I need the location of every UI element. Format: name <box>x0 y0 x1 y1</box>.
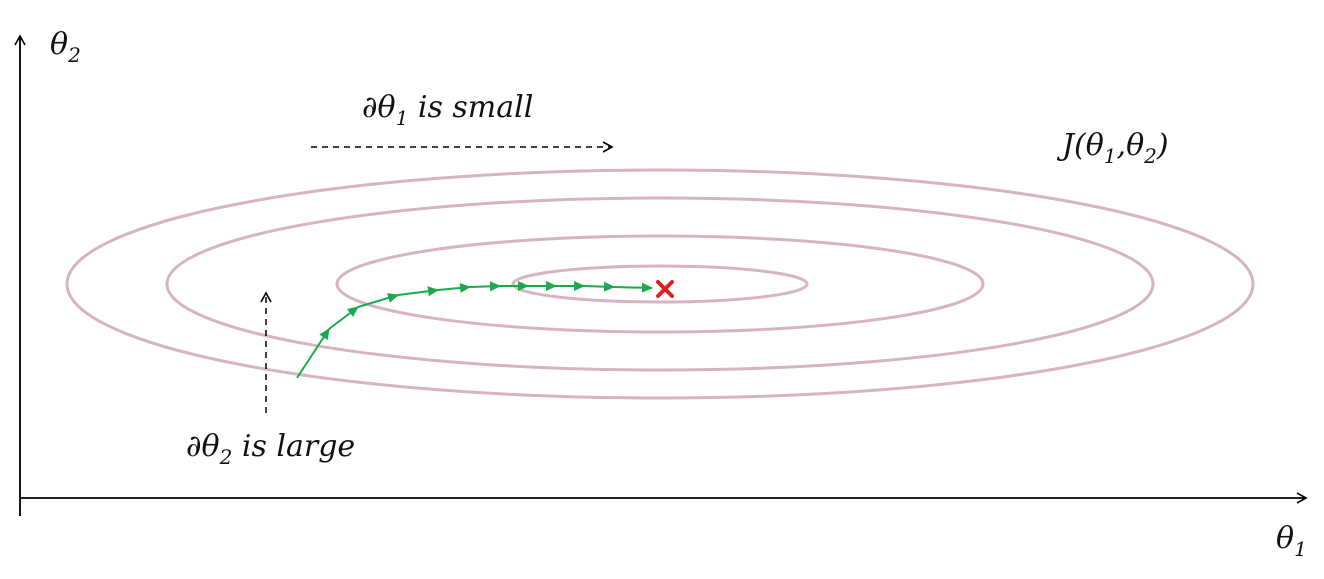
descent-step <box>357 293 399 308</box>
contour-second <box>165 196 1155 372</box>
x-mark-icon <box>656 280 674 298</box>
x-axis-label: θ1 <box>1276 521 1307 561</box>
contour-inner <box>511 264 809 304</box>
annotation-large: ∂θ2 is large <box>186 429 355 469</box>
descent-path <box>296 281 653 379</box>
y-axis-label: θ2 <box>50 27 81 67</box>
descent-step <box>296 328 330 379</box>
contour-lines <box>65 168 1255 400</box>
function-label: J(θ1,θ2) <box>1056 128 1169 168</box>
descent-step <box>437 282 471 293</box>
contour-third <box>335 234 985 334</box>
contour-outer <box>65 168 1255 400</box>
descent-step <box>583 281 615 292</box>
descent-step <box>613 282 653 293</box>
descent-step <box>469 281 501 292</box>
descent-step <box>397 286 439 297</box>
descent-step <box>328 306 359 330</box>
annotation-small: ∂θ1 is small <box>362 90 533 130</box>
